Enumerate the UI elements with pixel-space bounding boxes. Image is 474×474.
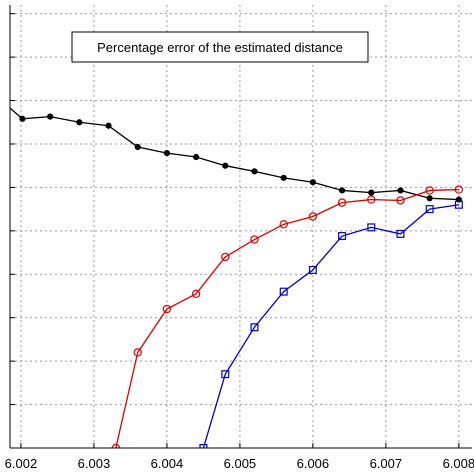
data-point [251,168,258,175]
chart-title: Percentage error of the estimated distan… [97,40,343,55]
data-point [193,153,200,161]
x-tick-label: 6.002 [5,456,38,471]
x-tick-label: 6.003 [78,456,111,471]
data-point [105,122,112,129]
data-point [133,348,142,357]
data-point [47,113,54,120]
series-1 [111,185,464,448]
data-point [134,143,141,151]
x-tick-label: 6.008 [443,456,474,471]
data-point [368,189,375,196]
data-point [280,174,287,181]
data-point [337,198,347,207]
x-tick-label: 6.007 [370,456,403,471]
data-point [309,179,316,186]
data-point [454,185,464,194]
data-point [454,200,463,209]
data-point [338,232,347,241]
data-point [221,252,230,262]
data-point [396,229,405,238]
series-line-1 [115,188,459,448]
series-line-2 [202,204,459,448]
data-point [222,162,229,169]
data-point [396,196,405,205]
data-point [279,287,288,296]
data-point [250,235,259,244]
x-tick-label: 6.006 [297,456,330,471]
series-0 [10,107,462,203]
axes [9,5,472,449]
data-point [191,289,201,299]
data-point [338,187,346,194]
data-point [367,195,376,204]
data-point [425,186,434,195]
data-point [19,115,26,122]
data-point [367,223,376,232]
x-tick-labels: 6.002 6.003 6.004 6.005 6.006 6.007 6.008 [5,456,474,471]
series-clip-group [10,107,464,448]
data-point [163,150,171,157]
title-annotation-box [71,31,369,63]
data-point [221,370,230,379]
data-point [250,323,259,332]
data-point [76,119,83,126]
data-point [426,195,433,202]
series-2 [199,200,463,448]
data-point [279,220,288,229]
title-annotation: Percentage error of the estimated distan… [71,31,369,63]
x-tick-label: 6.005 [224,456,257,471]
data-point [162,304,172,314]
data-point [199,444,208,448]
data-point [397,187,404,194]
x-tick-label: 6.004 [151,456,184,471]
series-layer [10,107,464,448]
data-point [308,265,317,274]
data-point [425,205,434,214]
data-point [308,212,318,221]
